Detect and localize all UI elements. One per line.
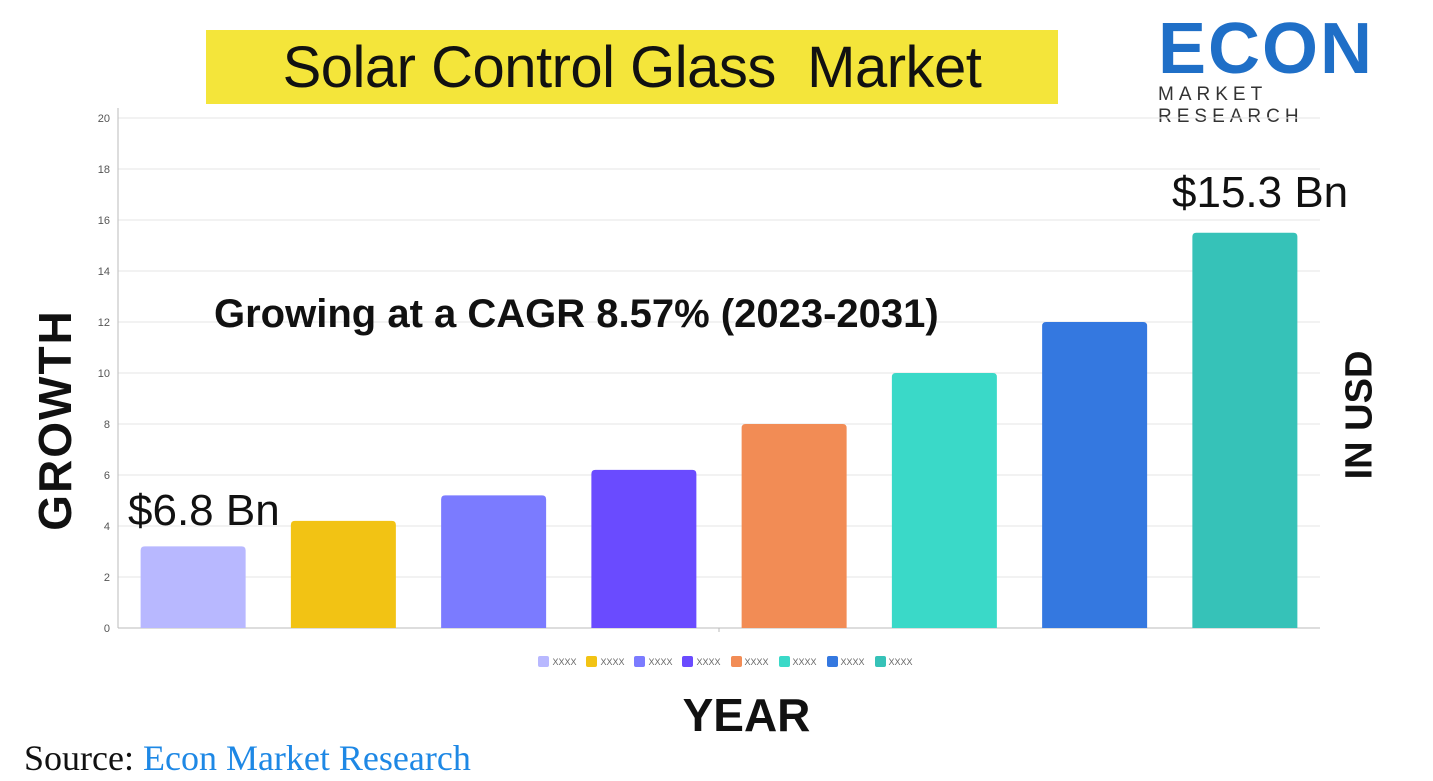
y-axis-title: GROWTH — [29, 309, 81, 531]
source-brand: Econ Market Research — [142, 738, 471, 778]
legend-label: XXXX — [648, 656, 673, 667]
legend-swatch — [538, 656, 550, 667]
legend-item: XXXX — [586, 656, 624, 667]
legend-item: XXXX — [778, 656, 817, 667]
legend-swatch — [634, 656, 646, 667]
bar — [290, 520, 396, 628]
bar — [140, 546, 246, 628]
title-highlight: Solar Control Glass Market — [206, 30, 1058, 104]
y-tick-label: 14 — [98, 266, 110, 278]
legend-label: XXXX — [552, 656, 577, 667]
y-tick-label: 12 — [98, 317, 110, 329]
y-tick-label: 20 — [98, 113, 110, 125]
legend-swatch — [826, 656, 838, 667]
legend-label: XXXX — [792, 656, 817, 667]
y-tick-label: 10 — [98, 368, 110, 380]
y-tick-label: 8 — [104, 419, 110, 431]
source-prefix: Source: — [24, 738, 134, 778]
x-axis-title: YEAR — [682, 689, 811, 741]
first-value-annotation: $6.8 Bn — [128, 486, 280, 535]
y-tick-label: 6 — [104, 470, 110, 482]
logo-subtitle: MARKET RESEARCH — [1158, 84, 1304, 127]
y-tick-label: 16 — [98, 215, 110, 227]
right-axis-title: IN USD — [1338, 350, 1381, 480]
y-tick-label: 2 — [104, 572, 110, 584]
legend-item: XXXX — [634, 656, 672, 667]
legend-swatch — [874, 656, 886, 667]
legend-item: XXXX — [826, 656, 865, 667]
bar — [891, 373, 997, 628]
chart-legend: XXXX XXXX XXXX XXXX XXXX XXXX XXXX XXXX — [0, 656, 1433, 667]
y-tick-label: 0 — [104, 623, 110, 635]
legend-label: XXXX — [744, 656, 769, 667]
bar — [1042, 322, 1148, 628]
legend-label: XXXX — [696, 656, 721, 667]
legend-item: XXXX — [874, 656, 913, 667]
last-value-annotation: $15.3 Bn — [1172, 168, 1349, 217]
legend-swatch — [778, 656, 790, 667]
legend-swatch — [586, 656, 598, 667]
source-line: Source: Econ Market Research — [24, 737, 471, 779]
bar — [441, 495, 547, 628]
bar — [741, 424, 847, 628]
y-tick-label: 18 — [98, 164, 110, 176]
legend-label: XXXX — [840, 656, 865, 667]
bar — [591, 469, 697, 628]
legend-swatch — [682, 656, 694, 667]
logo-wordmark: ECON — [1158, 9, 1375, 89]
cagr-annotation: Growing at a CAGR 8.57% (2023-2031) — [214, 292, 939, 336]
legend-label: XXXX — [600, 656, 625, 667]
legend-label: XXXX — [888, 656, 913, 667]
legend-item: XXXX — [730, 656, 769, 667]
bar — [1192, 232, 1298, 628]
econ-logo: ECON MARKET RESEARCH — [1158, 9, 1418, 127]
y-tick-label: 4 — [104, 521, 110, 533]
chart-title: Solar Control Glass Market — [282, 34, 982, 100]
legend-item: XXXX — [682, 656, 721, 667]
legend-swatch — [730, 656, 742, 667]
legend-item: XXXX — [538, 656, 576, 667]
